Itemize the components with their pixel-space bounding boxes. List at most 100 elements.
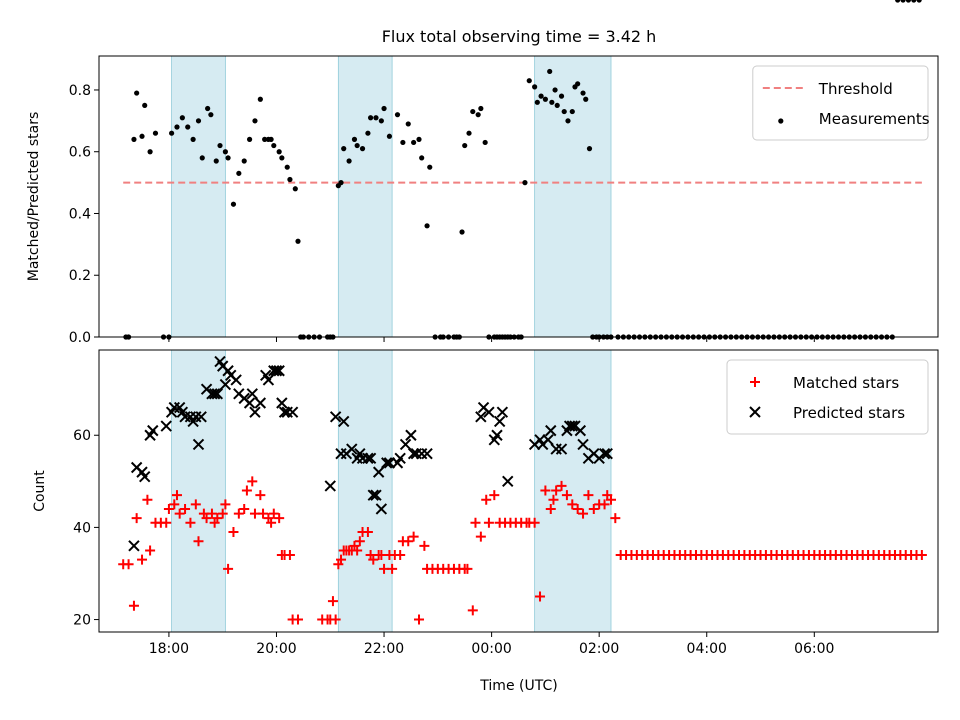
data-point [185,517,196,528]
data-point [561,108,567,115]
data-point [336,554,347,565]
data-point [475,411,487,423]
data-point [900,0,906,3]
legend-swatch [749,406,761,418]
data-point [547,68,553,75]
data-point [421,447,433,460]
data-point [329,411,342,423]
data-point [152,130,159,136]
data-point [199,155,205,161]
data-point [217,508,228,519]
data-point [387,563,398,574]
data-point [542,434,554,446]
data-point [262,136,268,142]
legend-swatch [750,377,760,387]
axes-frame [98,349,939,633]
data-point [482,139,488,146]
data-point [373,115,379,121]
data-point [292,186,298,192]
x-tick-label: 00:00 [471,641,511,657]
data-point [193,536,204,547]
data-point [163,503,174,514]
data-point [273,365,285,377]
data-point [386,133,393,139]
data-point [276,397,288,409]
data-point [583,96,589,102]
data-point [258,508,269,519]
data-point [598,447,611,460]
legend-label: Matched stars [793,374,899,392]
data-point [192,438,205,451]
data-point [346,443,358,455]
data-point [489,490,500,501]
data-point [174,124,180,130]
y-tick-label: 0.4 [69,206,91,222]
data-point [549,99,555,105]
data-point [378,118,384,124]
data-point [368,554,379,565]
data-point [895,0,901,3]
data-point [139,471,151,483]
data-point [266,517,277,528]
data-point [262,374,275,386]
y-tick-label: 40 [73,520,91,536]
data-point [330,614,341,625]
data-point [478,105,484,112]
data-point [535,591,546,602]
data-point [279,155,285,161]
data-point [403,536,414,547]
data-point [551,485,562,496]
data-point [475,531,486,542]
data-point [352,545,363,556]
x-tick-label: 06:00 [794,641,834,657]
y-axis-label: Count [32,470,48,512]
data-point [558,93,565,99]
data-point [160,420,172,432]
data-point [142,102,148,109]
x-tick-label: 22:00 [364,641,404,657]
data-point [554,102,560,109]
data-point [137,554,148,565]
data-point [545,424,557,437]
data-point [548,494,559,505]
data-point [483,517,494,528]
data-point [241,485,252,496]
data-point [462,563,473,574]
y-tick-label: 0.6 [69,145,91,161]
data-point [534,99,540,105]
y-tick-label: 0.0 [69,330,91,346]
legend-box [726,359,929,435]
data-point [254,397,267,409]
data-point [427,164,433,170]
y-tick-label: 0.2 [69,268,91,284]
data-point [475,112,481,118]
data-point [394,452,406,464]
data-point [481,494,492,505]
data-point [208,388,221,400]
data-point [213,158,219,164]
data-point [211,388,224,400]
data-point [586,146,593,152]
data-point [147,149,153,155]
data-point [142,494,153,505]
data-point [395,550,406,561]
data-point [274,513,285,524]
data-point [367,115,374,121]
data-point [583,490,594,501]
series-plus-1 [118,476,927,625]
data-point [400,139,406,146]
data-point [575,81,581,87]
y-tick-label: 60 [73,428,91,444]
data-point [467,605,478,616]
data-point [241,158,247,164]
y-axis-label: Matched/Predicted stars [26,112,42,282]
data-point [257,96,263,102]
data-point [588,503,599,514]
data-point [394,112,401,118]
data-point [341,146,347,152]
data-point [351,136,358,142]
data-point [408,531,419,542]
data-point [542,96,548,102]
x-axis-label: Time (UTC) [479,678,557,694]
